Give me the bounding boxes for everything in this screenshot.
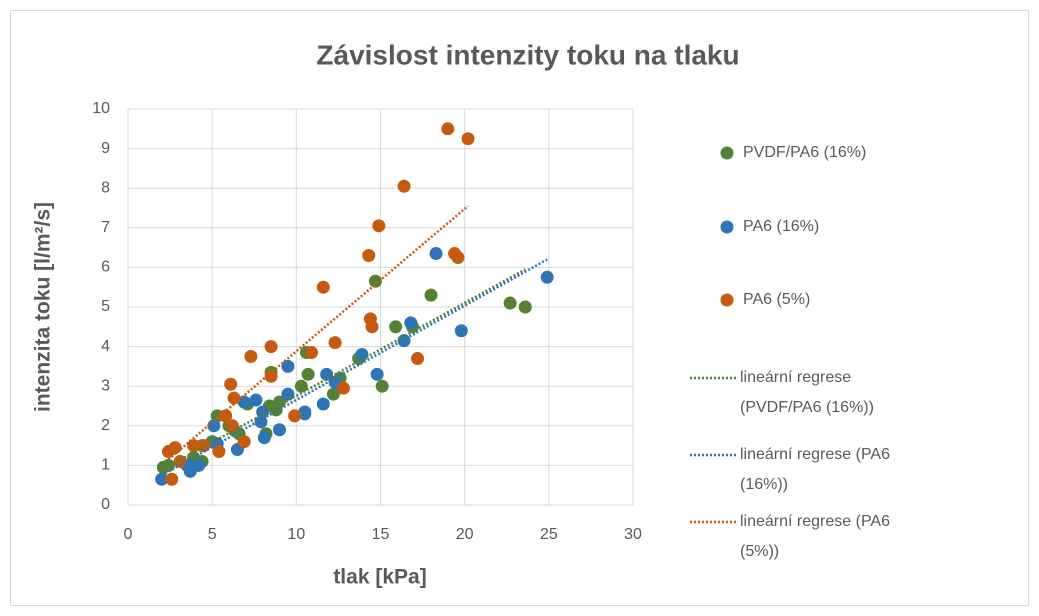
scatter-point: [441, 122, 455, 136]
scatter-point: [503, 296, 517, 310]
scatter-point: [355, 348, 369, 362]
x-tick-label: 20: [456, 526, 474, 543]
scatter-point: [316, 280, 330, 294]
y-tick-label: 0: [101, 496, 110, 513]
scatter-point: [281, 387, 295, 401]
legend-entry: lineární regrese (PA6 (16%)): [740, 446, 890, 493]
scatter-point: [227, 391, 241, 405]
scatter-point: [365, 320, 379, 334]
scatter-point: [273, 423, 286, 437]
x-tick-label: 10: [287, 526, 305, 543]
scatter-point: [294, 379, 308, 393]
legend-marker: [720, 220, 734, 234]
trendline: [161, 258, 548, 477]
legend-marker: [720, 146, 734, 160]
legend-entry: PVDF/PA6 (16%): [743, 144, 867, 161]
y-tick-label: 2: [101, 417, 110, 434]
scatter-point: [173, 454, 187, 468]
x-tick-label: 30: [624, 526, 642, 543]
x-tick-label: 25: [540, 526, 558, 543]
scatter-point: [454, 324, 468, 338]
scatter-point: [225, 419, 239, 433]
scatter-point: [237, 395, 251, 409]
legend-entry: lineární regrese (PVDF/PA6 (16%)): [740, 369, 874, 416]
scatter-point: [264, 369, 278, 383]
scatter-point: [288, 409, 302, 423]
scatter-point: [320, 367, 334, 381]
scatter-point: [219, 409, 233, 423]
scatter-point: [249, 393, 263, 407]
scatter-point: [540, 270, 554, 284]
scatter-point: [328, 336, 342, 350]
scatter-point: [397, 179, 411, 193]
y-tick-label: 9: [101, 140, 110, 157]
y-tick-label: 5: [101, 298, 110, 315]
legend-entry: PA6 (5%): [743, 291, 811, 308]
scatter-point: [451, 251, 465, 264]
y-tick-label: 4: [101, 338, 110, 355]
y-tick-label: 6: [101, 259, 110, 276]
scatter-point: [155, 472, 169, 486]
legend-label: lineární regrese (PA6 (16%)): [740, 446, 890, 493]
trendline: [162, 268, 526, 471]
scatter-point: [362, 249, 376, 263]
scatter-point: [187, 439, 201, 453]
y-tick-label: 1: [101, 457, 110, 474]
y-tick-label: 10: [92, 100, 110, 117]
x-axis-label: tlak [kPa]: [333, 566, 426, 589]
y-tick-label: 3: [101, 377, 110, 394]
scatter-point: [375, 379, 389, 393]
scatter-point: [257, 431, 271, 445]
legend-label: PVDF/PA6 (16%): [743, 144, 867, 161]
scatter-point: [326, 387, 340, 401]
scatter-point: [165, 472, 179, 486]
legend-label: PA6 (5%): [743, 291, 811, 308]
trendline: [167, 205, 469, 461]
scatter-point: [273, 395, 286, 409]
legend-entry: lineární regrese (PA6 (5%)): [740, 513, 890, 560]
x-tick-label: 15: [372, 526, 390, 543]
scatter-point: [424, 288, 438, 302]
legend-label: lineární regrese (PA6 (5%)): [740, 513, 890, 560]
scatter-point: [518, 300, 532, 314]
scatter-point: [192, 458, 206, 472]
scatter-point: [404, 316, 418, 330]
scatter-point: [336, 381, 350, 395]
chart-title: Závislost intenzity toku na tlaku: [316, 39, 739, 70]
scatter-point: [372, 219, 386, 233]
legend-label: PA6 (16%): [743, 218, 820, 235]
x-tick-label: 0: [124, 526, 133, 543]
scatter-point: [264, 340, 278, 354]
scatter-point: [298, 405, 312, 419]
scatter-point: [368, 274, 382, 288]
scatter-point: [370, 367, 384, 381]
scatter-point: [429, 247, 443, 261]
legend-entry: PA6 (16%): [743, 218, 820, 235]
y-tick-label: 8: [101, 179, 110, 196]
scatter-point: [461, 132, 475, 146]
scatter-point: [256, 405, 270, 419]
scatter-point: [237, 435, 251, 449]
scatter-point: [244, 350, 258, 363]
scatter-point: [389, 320, 403, 334]
scatter-point: [281, 359, 295, 373]
y-tick-label: 7: [101, 219, 110, 236]
scatter-point: [316, 397, 330, 411]
legend-label: lineární regrese (PVDF/PA6 (16%)): [740, 369, 874, 416]
y-axis-label: intenzita toku [l/m²/s]: [32, 202, 55, 412]
legend-marker: [720, 293, 734, 307]
scatter-point: [224, 377, 238, 391]
scatter-point: [304, 346, 318, 360]
scatter-point: [301, 367, 315, 381]
x-tick-label: 5: [208, 526, 217, 543]
scatter-point: [212, 445, 226, 459]
scatter-point: [411, 351, 425, 365]
